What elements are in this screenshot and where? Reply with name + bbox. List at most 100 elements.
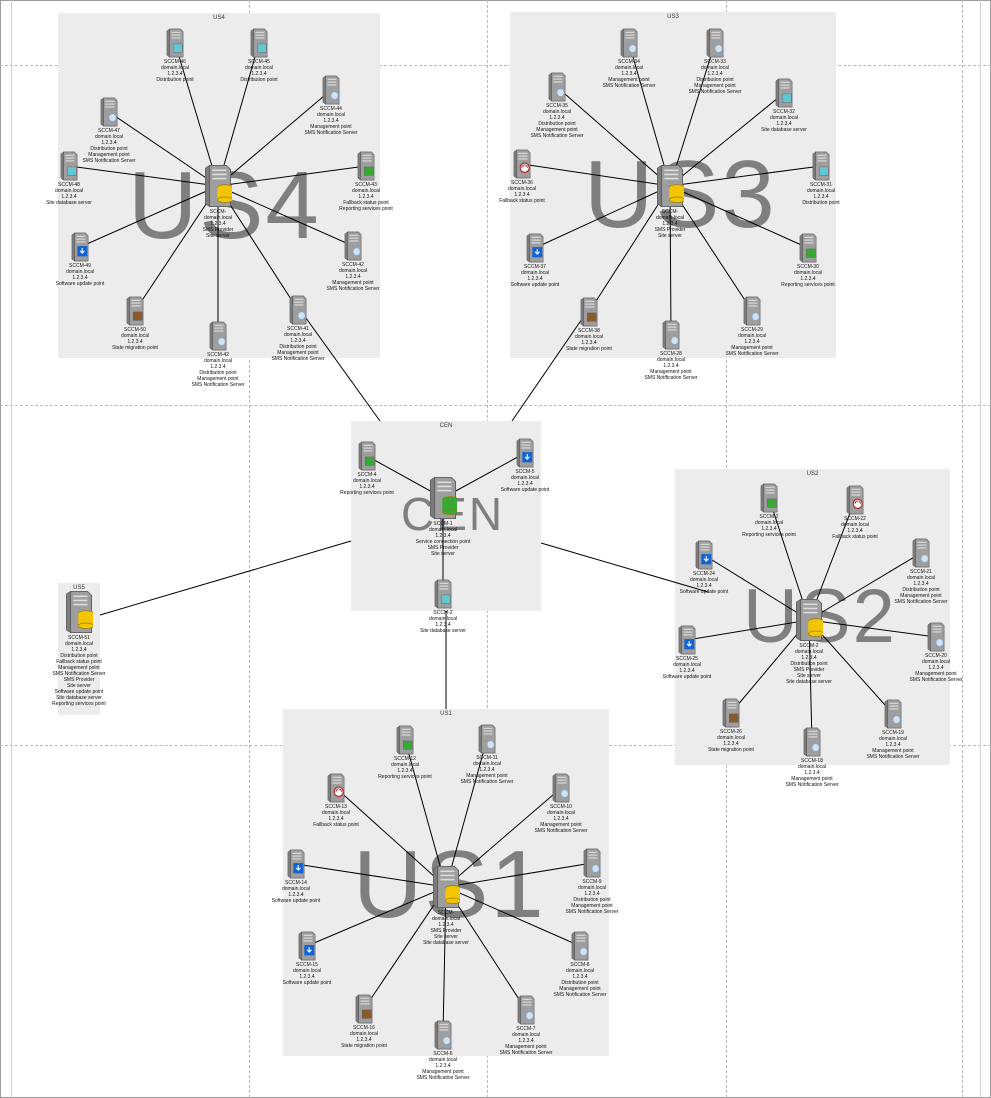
connector-sccm-3-hub-sccm-35[interactable] [556, 86, 671, 187]
page-break-horizontal [0, 405, 991, 406]
server-label-line: SCCM-37 [524, 264, 546, 270]
server-label-line: domain.local [921, 659, 951, 665]
server-label-line: Site database server [46, 200, 92, 206]
server-label: SCCM-2 domain.local 1.2.3.4 Distribution po… [749, 643, 869, 685]
server-label-line: 1.2.3.4 [527, 276, 543, 282]
server-label-line: SCCM-11 [476, 755, 498, 761]
server-label-line: SCCM-46 [164, 59, 186, 65]
connector-sccm-2-hub-sccm-25[interactable] [686, 619, 810, 641]
server-label-line: 1.2.3.4 [359, 484, 375, 490]
connector-sccm-1-hub-sccm-13[interactable] [335, 787, 447, 888]
connector-sccm-1-hub-sccm-9[interactable] [445, 862, 593, 888]
server-label-line: domain.local [546, 810, 576, 816]
connector-sccm-2-hub-sccm-21[interactable] [808, 552, 922, 621]
server-label-line: SCCM-36 [511, 180, 533, 186]
connector-sccm-3-hub-sccm-28[interactable] [669, 185, 672, 336]
server-label-line: Software update point [662, 674, 712, 680]
connector-sccm-1-hub-sccm-16[interactable] [363, 886, 447, 1010]
server-label-line: 1.2.3.4 [696, 583, 712, 589]
server-label: SCCM-51 domain.local 1.2.3.4 Distribution p… [19, 635, 139, 707]
server-label-line: SCCM-2 [799, 643, 819, 649]
server-label-line: SMS Provider [63, 677, 95, 683]
server-label: SCCM-44 domain.local 1.2.3.4 Management poi… [271, 106, 391, 136]
connector-sccm-1-hub-sccm-14[interactable] [295, 863, 447, 888]
connector-sccm-4-hub-sccm-46[interactable] [174, 42, 219, 187]
site-link-0[interactable] [292, 299, 381, 422]
connector-sccm-4-hub-sccm-42b[interactable] [217, 185, 354, 247]
server-label-line: domain.local [737, 333, 767, 339]
site-title: US4 [213, 15, 225, 21]
connector-sccm-1-hub-sccm-6[interactable] [442, 886, 447, 1036]
server-label-line: 1.2.3.4 [479, 767, 495, 773]
server-label-line: SMS Provider [427, 545, 459, 551]
server-label-line: Site database server [423, 940, 469, 946]
site-title: US2 [806, 471, 819, 477]
server-label-line: 1.2.3.4 [549, 115, 565, 121]
server-label-line: SCCM-38 [578, 328, 600, 334]
connector-sccm-4-hub-sccm-48[interactable] [68, 165, 219, 187]
connector-sccm-2-hub-sccm-26[interactable] [730, 619, 810, 714]
site-us3-container[interactable]: US3 US3 [510, 12, 836, 358]
connector-sccm-1-hub-sccm-7[interactable] [445, 886, 527, 1011]
connector-sccm-1-hub-sccm-8[interactable] [445, 886, 581, 947]
connector-sccm-4-hub-sccm-44[interactable] [217, 89, 332, 187]
connector-sccm-4-hub-sccm-45[interactable] [217, 42, 260, 187]
server-label: SCCM-36 domain.local 1.2.3.4 Fallback statu… [462, 180, 582, 204]
server-label-line: 1.2.3.4 [210, 364, 226, 370]
server-label-line: domain.local [510, 475, 540, 481]
site-link-3[interactable] [540, 542, 709, 593]
server-label-line: Management point [197, 376, 239, 382]
connector-sccm-2-hub-sccm-24[interactable] [703, 554, 810, 621]
server-label-line: SCCM-25 [676, 656, 698, 662]
connector-sccm-4-hub-sccm-43[interactable] [217, 165, 367, 187]
server-label-line: SCCM-20 [925, 653, 947, 659]
server-label-line: SCCM-4 [357, 472, 377, 478]
server-label-line: 1.2.3.4 [71, 647, 87, 653]
server-label-line: Fallback status point [499, 198, 545, 204]
connector-sccm-3-hub-sccm-38[interactable] [588, 185, 671, 313]
connector-sccm-3-hub-sccm-29[interactable] [669, 185, 753, 312]
server-label-line: SCCM-6 [433, 1051, 453, 1057]
server-label-line: domain.local [794, 649, 824, 655]
connector-sccm-3-hub-sccm-36[interactable] [521, 163, 671, 187]
connector-sccm-3-hub-sccm-37[interactable] [534, 185, 671, 249]
server-label-line: Reporting services point [340, 490, 394, 496]
connector-sccm-3-hub-sccm-31[interactable] [669, 165, 822, 187]
connector-sccm-3-hub-sccm-30[interactable] [669, 185, 809, 249]
server-label-line: SCCM-33 [704, 59, 726, 65]
server-label-line: Management point [422, 1069, 464, 1075]
connector-sccm-2-hub-sccm-20[interactable] [808, 619, 937, 638]
server-label-line: SMS Notification Server [82, 158, 136, 164]
server-label-line: SCCM-42 [207, 352, 229, 358]
server-label-line: domain.local [64, 641, 94, 647]
server-label-line: Site server [206, 233, 230, 239]
connector-sccm-1-hub-sccm-15[interactable] [306, 886, 447, 947]
server-label-line: SCCM-1 [433, 521, 453, 527]
server-label-line: SMS Notification Server [271, 356, 325, 362]
server-label-line: 1.2.3.4 [707, 71, 723, 77]
connector-sccm-3-hub-sccm-32[interactable] [669, 92, 785, 187]
connector-sccm-1-hub-sccm-10[interactable] [445, 787, 562, 888]
server-label-line: Reporting services point [781, 282, 835, 288]
connector-sccm-1-sccm-5[interactable] [442, 452, 526, 499]
server-label-line: 1.2.3.4 [345, 274, 361, 280]
server-label-line: 1.2.3.4 [761, 526, 777, 532]
server-label-line: SCCM-13 [325, 804, 347, 810]
server-label: SCCM-8 domain.local 1.2.3.4 Distribution po… [520, 962, 640, 998]
connector-sccm-1-hub-sccm-12[interactable] [404, 739, 447, 888]
connector-sccm-4-hub-sccm-47[interactable] [108, 111, 219, 187]
connector-sccm-3-hub-sccm-33[interactable] [669, 42, 716, 187]
connector-sccm-3-hub-sccm-34[interactable] [628, 42, 671, 187]
connector-sccm-4-hub-sccm-50[interactable] [134, 185, 219, 312]
site-link-2[interactable] [99, 540, 352, 616]
page-margin-left [11, 0, 12, 1098]
server-label-line: Management point [332, 280, 374, 286]
connector-sccm-4-hub-sccm-41[interactable] [217, 185, 299, 311]
connector-sccm-4-hub-sccm-49[interactable] [79, 185, 219, 248]
server-label-line: SCCM- [437, 910, 455, 916]
connector-sccm-2-hub-sccm-19[interactable] [808, 619, 894, 715]
server-label-line: 1.2.3.4 [435, 622, 451, 628]
server-label-line: SCCM-10 [550, 804, 572, 810]
connector-sccm-1-hub-sccm-11[interactable] [445, 738, 488, 888]
server-label: SCCM-domain.local 1.2.3.4 SMS Provider Site… [610, 209, 730, 239]
